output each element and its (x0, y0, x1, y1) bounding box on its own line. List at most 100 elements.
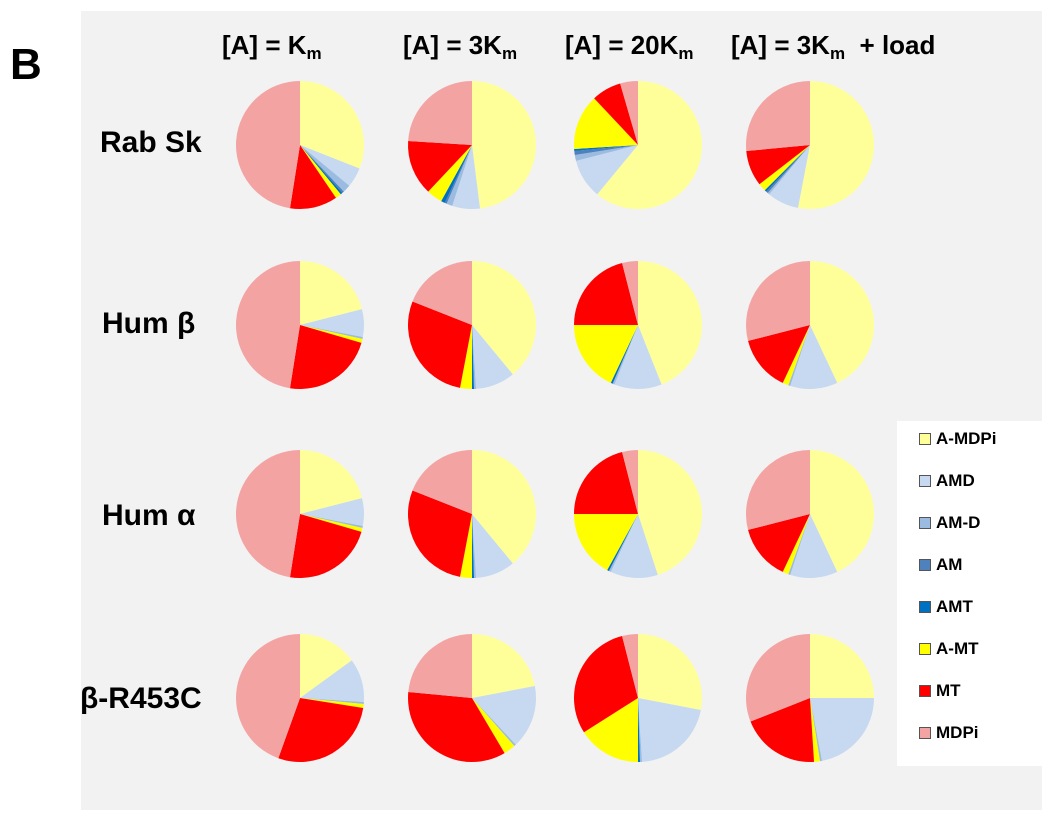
legend-item: A-MDPi (919, 427, 996, 451)
pie-slice-am-d (788, 514, 810, 575)
pie-slice-a-mdpi (798, 81, 874, 209)
pie-slice-am-d (446, 145, 472, 206)
pie-slice-mdpi (746, 450, 810, 530)
pie-slice-amt (764, 145, 810, 192)
row-label: β-R453C (80, 682, 202, 715)
pie-slice-mt (278, 698, 364, 762)
pie-slice-am (444, 145, 472, 204)
pie-slice-mdpi (620, 81, 638, 145)
pie-slice-a-mdpi (472, 261, 536, 375)
pie-slice-mt (746, 145, 810, 185)
pie-slice-mdpi (622, 450, 638, 514)
pie-slice-amt (472, 325, 475, 389)
pie-slice-a-mt (574, 325, 638, 383)
legend-swatch (919, 517, 931, 529)
pie-slice-am-d (300, 325, 363, 339)
legend-item: A-MT (919, 637, 978, 661)
pie-slice-mt (408, 691, 505, 762)
pie-slice-mdpi (408, 81, 472, 145)
pie-slice-a-mt (428, 145, 472, 202)
pie-slice-am-d (767, 145, 810, 195)
pie-slice-am (300, 145, 344, 194)
pie-slice-amd (300, 309, 365, 337)
pie-slice-a-mt (300, 698, 364, 709)
pie-slice-a-mt (300, 145, 341, 198)
pie-slice-mdpi (412, 261, 472, 325)
legend-item: AMD (919, 469, 975, 493)
pie-slice-amd (300, 498, 364, 526)
pie-slice-amt (574, 145, 638, 152)
pie-slice-mt (594, 83, 638, 145)
pie-slice-mdpi (236, 450, 300, 578)
pie-slice-a-mdpi (597, 81, 702, 209)
pie-slice-a-mt (300, 325, 363, 343)
pie-slice-a-mt (472, 698, 515, 754)
legend-item: MDPi (919, 721, 979, 745)
pie-slice-amd (452, 145, 481, 209)
pie-slice-amd (638, 698, 701, 762)
pie-slice-amd (614, 325, 662, 389)
legend-swatch (919, 559, 931, 571)
pie-slice-a-mdpi (300, 261, 362, 325)
pie-slice-mdpi (746, 261, 810, 341)
legend: A-MDPi AMD AM-D AM AMT A-MT MT MDPi (897, 421, 1042, 766)
pie-slice-am (574, 145, 638, 156)
pie-slice-amd (790, 514, 838, 578)
pie-slice-mdpi (746, 81, 810, 152)
pie-slice-amt (441, 145, 472, 203)
pie-slice-am-d (788, 325, 810, 386)
pie-slice-am-d (612, 325, 638, 385)
pie-slice-a-mdpi (638, 634, 702, 710)
pie-slice-a-mt (583, 698, 638, 762)
pie-slice-a-mdpi (810, 450, 874, 572)
pie-slice-am-d (472, 698, 516, 747)
legend-swatch (919, 601, 931, 613)
row-label: Hum β (102, 307, 196, 340)
pie-slice-amt (607, 514, 638, 572)
pie-slice-am-d (638, 698, 643, 762)
pie-slice-amd (576, 145, 638, 195)
pie-slice-am-d (810, 698, 822, 762)
pie-slice-am-d (574, 145, 638, 161)
pie-slice-a-mt (574, 514, 638, 571)
legend-swatch (919, 727, 931, 739)
pie-slice-mdpi (622, 261, 638, 325)
pie-slice-a-mdpi (300, 81, 364, 169)
pie-slice-mdpi (236, 81, 300, 209)
pie-slice-amt (300, 145, 343, 195)
pie-slice-a-mt (300, 514, 363, 532)
pie-slice-mdpi (622, 634, 638, 698)
pie-slice-mt (407, 490, 472, 577)
pie-slice-mt (407, 301, 472, 388)
pie-slice-amt (638, 698, 641, 762)
pie-slice-amd (810, 698, 874, 761)
column-header: [A] = 20Km (565, 30, 694, 63)
pie-slice-amd (300, 660, 364, 703)
pie-slice-am (766, 145, 810, 194)
column-header: [A] = 3Km + load (731, 30, 936, 63)
pie-slice-a-mdpi (300, 450, 362, 514)
pie-slice-mdpi (235, 261, 300, 389)
pie-slice-am-d (300, 698, 364, 705)
legend-swatch (919, 643, 931, 655)
pie-slice-amd (769, 145, 810, 208)
pie-slice-mdpi (412, 450, 472, 514)
pie-slice-mdpi (235, 634, 300, 759)
pie-slice-a-mdpi (638, 261, 703, 385)
panel-letter: B (10, 40, 42, 89)
pie-slice-a-mdpi (300, 634, 352, 698)
pie-slice-mdpi (746, 634, 810, 722)
pie-slice-amt (472, 514, 475, 579)
pie-slice-amd (472, 514, 513, 578)
pie-slice-amd (790, 325, 838, 389)
pie-slice-mt (408, 140, 472, 192)
pie-slice-a-mdpi (472, 450, 536, 564)
pie-slice-mt (750, 698, 815, 762)
pie-slice-amt (610, 325, 638, 384)
legend-item: AM-D (919, 511, 980, 535)
pie-slice-mt (748, 514, 810, 572)
pie-slice-a-mt (460, 514, 472, 578)
pie-slice-mt (574, 636, 638, 733)
pie-slice-a-mt (460, 325, 472, 389)
legend-swatch (919, 685, 931, 697)
